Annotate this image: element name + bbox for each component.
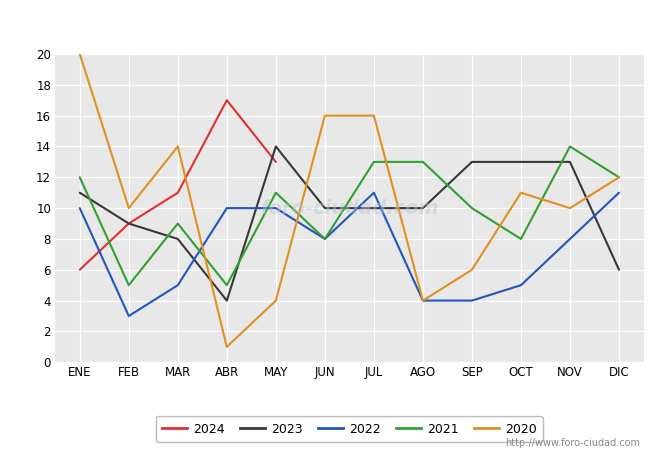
Text: Matriculaciones de Vehículos en Ontígola: Matriculaciones de Vehículos en Ontígola [138,12,512,28]
Legend: 2024, 2023, 2022, 2021, 2020: 2024, 2023, 2022, 2021, 2020 [156,416,543,442]
Text: foro-ciudad.com: foro-ciudad.com [260,198,439,218]
Text: http://www.foro-ciudad.com: http://www.foro-ciudad.com [505,438,640,448]
